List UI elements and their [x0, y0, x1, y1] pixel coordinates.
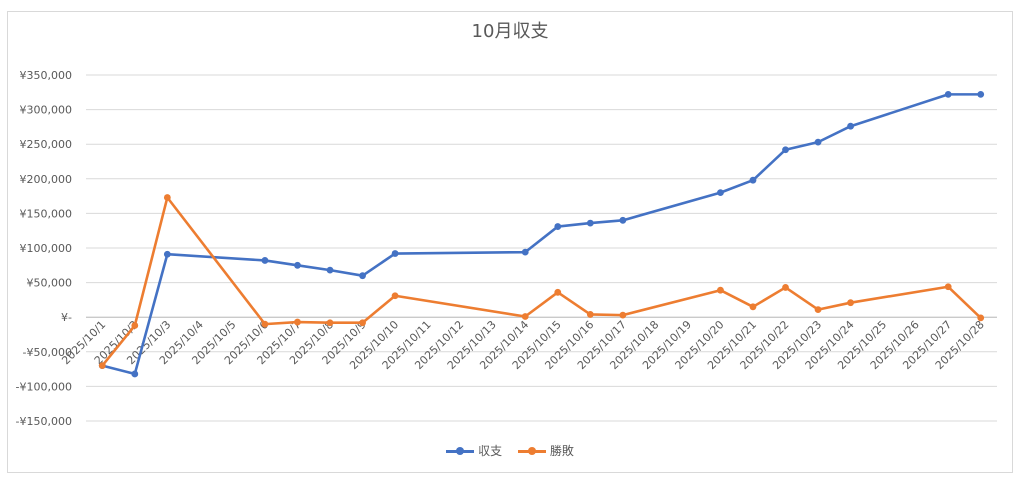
series-point-0 — [521, 248, 529, 256]
series-point-1 — [98, 362, 106, 370]
series-point-0 — [814, 138, 822, 146]
series-point-0 — [619, 216, 627, 224]
series-point-1 — [944, 283, 952, 291]
y-axis-ticks: ¥350,000 ¥300,000 ¥250,000 ¥200,000 ¥150,000… — [16, 69, 72, 428]
grid-lines — [86, 74, 997, 422]
series-point-1 — [782, 284, 789, 291]
series-point-1 — [554, 288, 562, 296]
series-point-0 — [131, 370, 139, 378]
series-point-0 — [261, 257, 269, 264]
series-point-0 — [847, 122, 854, 130]
y-tick-label: ¥150,000 — [20, 207, 73, 220]
series-point-1 — [977, 314, 985, 322]
series-point-1 — [586, 311, 594, 318]
legend-label-income: 収支 — [478, 444, 503, 458]
series-point-1 — [391, 292, 399, 300]
legend-item-winloss: 勝敗 — [517, 442, 574, 459]
series-point-1 — [261, 320, 269, 328]
series-point-0 — [326, 266, 334, 274]
y-tick-label: ¥- — [61, 311, 72, 324]
legend-item-income: 収支 — [446, 442, 502, 459]
series-point-0 — [391, 250, 399, 257]
y-tick-label: -¥150,000 — [16, 415, 72, 428]
chart-frame — [7, 11, 1013, 473]
y-tick-label: ¥350,000 — [20, 69, 73, 82]
series-point-1 — [619, 311, 627, 319]
series-point-0 — [163, 250, 171, 258]
series-point-1 — [294, 318, 301, 326]
series-point-1 — [131, 322, 139, 329]
y-tick-label: -¥100,000 — [16, 380, 72, 393]
series-point-0 — [944, 90, 952, 98]
y-tick-label: ¥300,000 — [20, 104, 73, 117]
legend-swatch-income — [446, 446, 475, 456]
x-axis-ticks: 2025/10/12025/10/22025/10/32025/10/42025… — [59, 318, 987, 372]
series-point-1 — [163, 194, 171, 201]
y-tick-label: ¥200,000 — [20, 173, 73, 186]
series-point-0 — [977, 90, 985, 98]
series-point-1 — [521, 313, 529, 320]
series-point-0 — [782, 146, 789, 154]
series-point-0 — [359, 272, 366, 280]
series-point-0 — [717, 189, 724, 197]
series-point-1 — [847, 299, 854, 307]
legend: 収支 勝敗 — [0, 442, 1020, 459]
series-point-1 — [326, 319, 334, 327]
y-tick-label: ¥50,000 — [27, 277, 73, 290]
y-tick-label: -¥50,000 — [23, 346, 72, 359]
legend-swatch-winloss — [517, 446, 546, 456]
series-point-0 — [294, 261, 301, 269]
y-tick-label: ¥250,000 — [20, 138, 73, 151]
series-layer — [98, 90, 985, 378]
series-point-0 — [554, 223, 562, 230]
series-point-1 — [749, 303, 757, 311]
series-point-1 — [814, 306, 822, 313]
y-tick-label: ¥100,000 — [20, 242, 73, 255]
legend-label-winloss: 勝敗 — [549, 444, 574, 458]
series-point-1 — [359, 319, 366, 327]
series-point-0 — [749, 176, 757, 184]
chart-title: 10月収支 — [471, 21, 549, 42]
series-point-0 — [586, 219, 594, 227]
series-point-1 — [717, 286, 724, 294]
